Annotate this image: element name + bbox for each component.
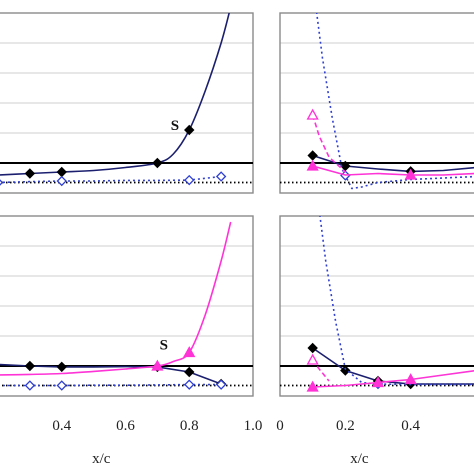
series-2-line (0, 175, 222, 184)
series-3-marker (184, 379, 195, 390)
series-3-marker (24, 380, 36, 391)
annotation-label: S (171, 118, 179, 134)
x-axis-label: x/c (350, 451, 369, 467)
series-3-line (0, 383, 222, 387)
series-2-marker (183, 346, 196, 358)
series-1-marker (184, 366, 195, 378)
series-1-marker (56, 166, 67, 178)
series-2-marker (215, 171, 227, 182)
plot-area (280, 216, 474, 392)
series-3-marker (215, 379, 227, 390)
series-1-marker (56, 361, 67, 373)
series-2-marker (184, 174, 195, 186)
x-tick-label: 0.4 (52, 418, 71, 434)
series-4-line (312, 165, 474, 176)
series-4-marker (306, 380, 319, 392)
x-tick-label: 0.8 (180, 418, 199, 434)
series-2-marker (56, 175, 67, 187)
annotation-label: S (160, 338, 168, 354)
series-2-marker (151, 359, 164, 371)
series-3-marker (306, 353, 319, 365)
series-3-marker (56, 380, 67, 391)
plot-frame (279, 12, 474, 194)
series-1-marker (340, 365, 351, 376)
series-1-marker (152, 157, 163, 169)
series-1-line (312, 154, 474, 173)
series-4-marker (404, 168, 417, 180)
panel-top-right (279, 12, 474, 194)
series-1-line (312, 347, 474, 385)
series-1-marker (307, 150, 318, 161)
panel-bottom-left: S 0.4 0.6 0.8 1.0 x/c (0, 215, 263, 467)
plot-frame (279, 215, 474, 397)
x-tick-label: 1.0 (244, 418, 263, 434)
series-4-marker (371, 376, 385, 388)
plot-frame (0, 12, 254, 194)
series-1-line (0, 13, 230, 176)
series-1-marker (24, 360, 36, 372)
series-1-marker (307, 342, 318, 354)
x-tick-label: 0.2 (336, 418, 355, 434)
series-1-line (0, 363, 222, 385)
series-1-marker (184, 124, 195, 136)
plot-area (0, 13, 253, 187)
series-4-line (312, 369, 474, 388)
x-tick-label: 0 (276, 418, 284, 434)
plot-area (280, 13, 474, 190)
x-tick-label: 0.6 (116, 418, 135, 434)
series-2-line (315, 13, 474, 190)
series-1-marker (24, 168, 36, 179)
plot-frame (0, 215, 254, 397)
series-2-marker (0, 179, 4, 186)
panel-top-left: S (0, 12, 254, 194)
x-tick-label: 0.4 (401, 418, 420, 434)
series-2-line (0, 221, 232, 376)
panel-bottom-right: 0 0.2 0.4 x/c (276, 215, 474, 467)
series-2-line (319, 216, 474, 386)
plot-area (0, 221, 253, 391)
x-axis-label: x/c (92, 451, 111, 467)
series-4-marker (306, 159, 319, 171)
series-3-line (311, 114, 346, 173)
series-3-marker (306, 108, 319, 120)
series-4-marker (404, 373, 417, 385)
